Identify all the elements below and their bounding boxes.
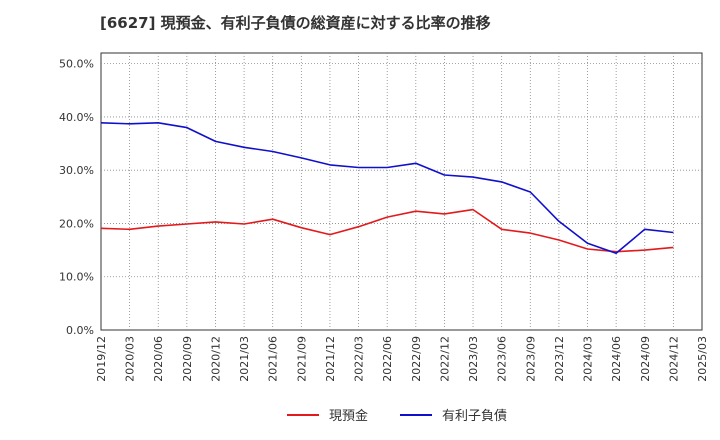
x-tick-label: 2020/06 [152,336,165,382]
x-tick-label: 2021/09 [295,336,308,382]
x-tick-label: 2023/06 [496,336,509,382]
x-tick-label: 2023/03 [467,336,480,382]
x-tick-label: 2025/03 [696,336,709,382]
x-tick-label: 2022/03 [353,336,366,382]
y-tick-label: 50.0% [59,58,94,71]
x-tick-label: 2022/12 [438,336,451,382]
series-line-2 [100,122,674,255]
plot-area [100,52,703,331]
legend-label-2: 有利子負債 [442,409,507,424]
chart-title: [6627] 現預金、有利子負債の総資産に対する比率の推移 [100,14,491,32]
x-tick-label: 2021/06 [267,336,280,382]
x-tick-label: 2020/09 [181,336,194,382]
x-tick-label: 2019/12 [95,336,108,382]
x-tick-label: 2024/06 [610,336,623,382]
legend-label-1: 現預金 [329,408,368,424]
x-tick-label: 2023/12 [553,336,566,382]
x-tick-label: 2024/03 [582,336,595,382]
y-tick-label: 30.0% [59,164,94,177]
y-tick-label: 10.0% [59,271,94,284]
y-tick-label: 0.0% [66,324,94,337]
x-tick-label: 2023/09 [524,336,537,382]
series-line-1 [100,208,674,253]
y-tick-label: 20.0% [59,217,94,230]
x-tick-label: 2024/09 [639,336,652,382]
x-tick-label: 2022/09 [410,336,423,382]
x-tick-label: 2024/12 [667,336,680,382]
x-tick-label: 2021/12 [324,336,337,382]
x-tick-label: 2021/03 [238,336,251,382]
x-tick-label: 2020/12 [209,336,222,382]
x-tick-label: 2022/06 [381,336,394,382]
y-tick-label: 40.0% [59,111,94,124]
x-tick-label: 2020/03 [124,336,137,382]
